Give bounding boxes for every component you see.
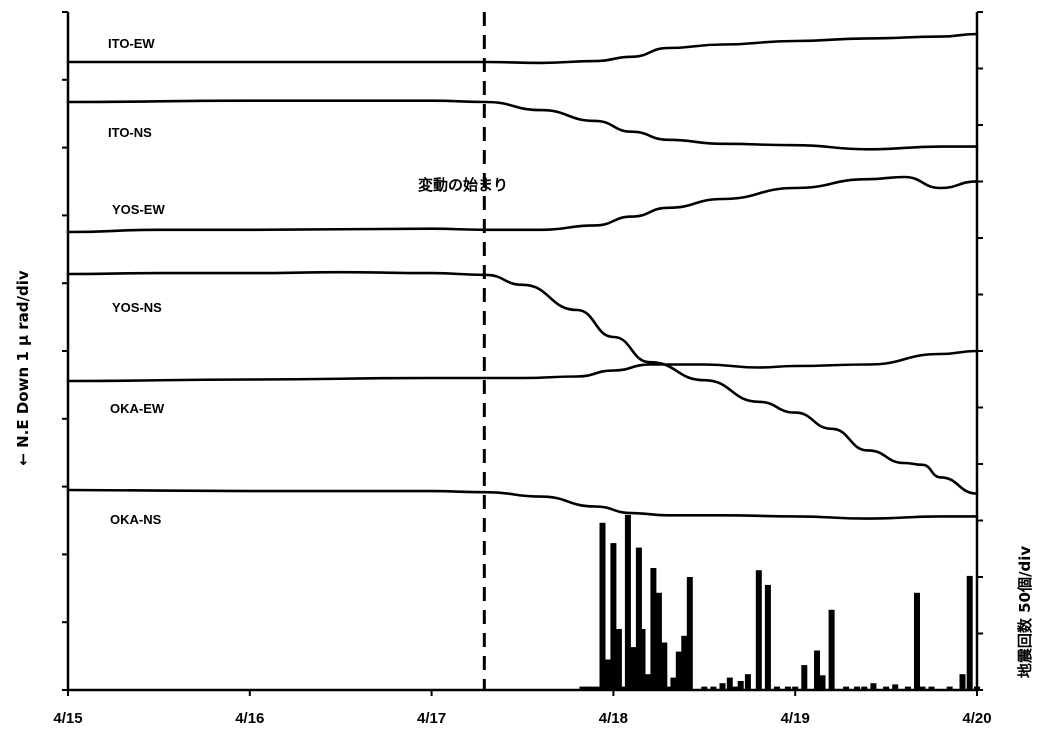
x-tick-label: 4/17 [417,710,446,727]
earthquake-bar [710,686,717,690]
tilt-traces [66,32,979,520]
series-labels: ITO-EW ITO-NS YOS-EW YOS-NS OKA-EW OKA-NS [108,36,165,527]
earthquake-bar [764,584,771,690]
y-axis-right-label: 地震回数 50個/div [1016,546,1034,678]
trace-ito-ns [66,99,979,151]
earthquake-bar [732,686,739,690]
trace-ito-ew [66,32,979,65]
earthquake-bar [784,686,791,690]
x-tick-label: 4/19 [781,710,810,727]
earthquake-bar [861,686,868,690]
earthquake-bar [590,686,597,690]
earthquake-bar [644,674,651,690]
earthquake-bar [737,681,744,690]
y-axis-left-label: ← N.E Down 1 μ rad/div [14,270,32,466]
earthquake-bar [914,592,920,690]
earthquake-bar [819,675,826,690]
series-label-oka-ew: OKA-EW [110,401,165,416]
earthquake-bar [801,665,808,690]
earthquake-bar [579,686,586,690]
earthquake-bar [661,642,668,690]
earthquake-bar [870,683,877,690]
earthquake-bar [843,686,850,690]
trace-yos-ew [66,175,979,234]
trace-yos-ns [66,270,979,495]
earthquake-bar [814,650,820,690]
earthquake-bar [595,686,602,690]
earthquake-bar [655,592,662,690]
earthquake-bar [854,686,860,690]
earthquake-bar [650,568,657,690]
trace-oka-ew [66,349,979,383]
axis-ticks [62,11,983,696]
x-tick-labels: 4/15 4/16 4/17 4/18 4/19 4/20 [53,710,991,727]
series-label-yos-ns: YOS-NS [112,300,162,315]
earthquake-bar [599,522,606,690]
earthquake-bar [755,570,762,690]
earthquake-bar [610,543,617,690]
earthquake-bar [966,575,973,690]
earthquake-bar [624,514,631,690]
onset-annotation: 変動の始まり [418,176,508,194]
earthquake-bar [681,635,688,690]
earthquake-bar [664,686,671,690]
earthquake-bar [828,609,835,690]
earthquake-bar [675,651,682,690]
earthquake-bar [946,686,953,690]
earthquake-bar [792,686,799,690]
earthquake-bar [883,686,890,690]
plot-frame [66,12,979,692]
earthquake-bar [974,686,980,690]
earthquake-bar [719,683,726,690]
trace-oka-ns [66,488,979,520]
earthquake-bar [744,674,751,690]
series-label-oka-ns: OKA-NS [110,512,162,527]
x-tick-label: 4/20 [962,710,991,727]
earthquake-bar [774,686,780,690]
earthquake-bar [904,686,911,690]
earthquake-bar [726,677,733,690]
earthquake-count-bars [579,514,980,690]
earthquake-bar [635,547,642,690]
earthquake-bar [670,677,677,690]
earthquake-bar [584,686,591,690]
earthquake-bar [701,686,708,690]
earthquake-bar [959,674,966,690]
earthquake-bar [928,686,935,690]
earthquake-bar [630,647,637,690]
earthquake-bar [615,629,622,690]
series-label-yos-ew: YOS-EW [112,202,165,217]
earthquake-bar [686,577,693,690]
x-tick-label: 4/18 [599,710,628,727]
earthquake-bar [639,629,646,690]
earthquake-bar [619,686,626,690]
x-tick-label: 4/16 [235,710,264,727]
earthquake-bar [892,684,899,690]
series-label-ito-ns: ITO-NS [108,125,152,140]
earthquake-bar [919,686,926,690]
x-tick-label: 4/15 [53,710,82,727]
earthquake-bar [604,659,611,690]
series-label-ito-ew: ITO-EW [108,36,155,51]
